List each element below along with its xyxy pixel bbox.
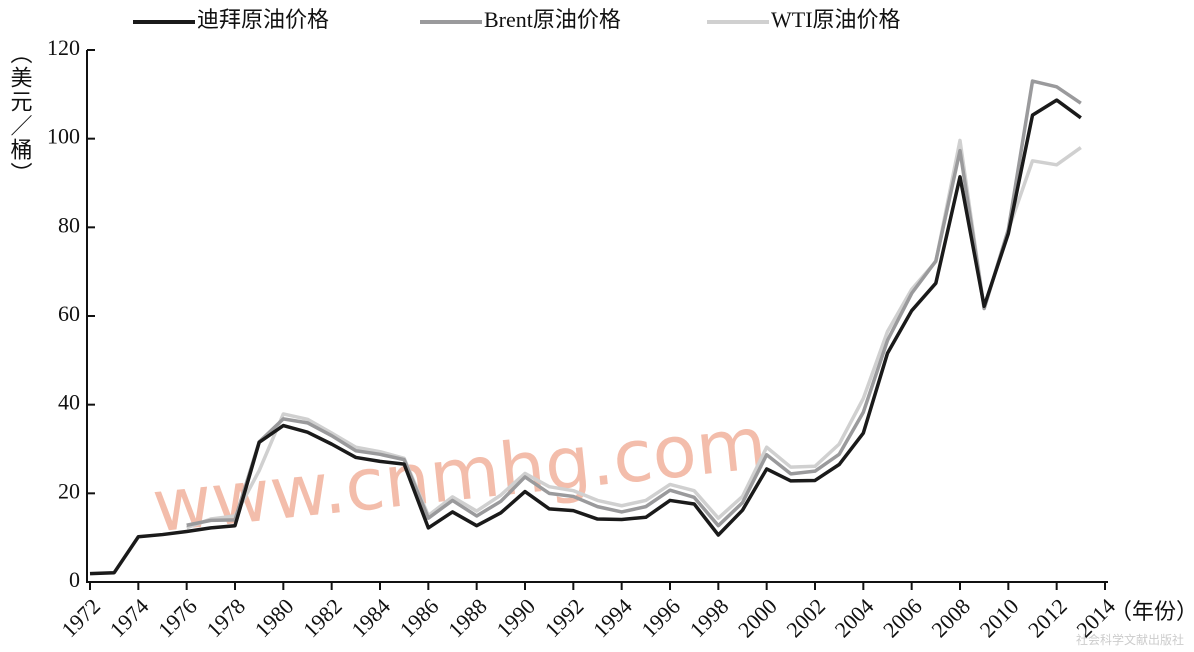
- y-tick-label: 80: [58, 212, 80, 237]
- x-tick-label: 2000: [733, 593, 782, 642]
- series-line: [89, 98, 1082, 576]
- x-tick-label: 1994: [588, 593, 637, 642]
- x-tick-label: 1978: [201, 593, 250, 642]
- x-tick-label: 2006: [878, 593, 927, 642]
- legend-label: WTI原油价格: [771, 7, 901, 32]
- x-tick-label: 2008: [926, 593, 975, 642]
- x-tick-label: 1974: [105, 593, 154, 642]
- x-tick-label: 1986: [395, 593, 444, 642]
- x-tick-label: 1998: [685, 593, 734, 642]
- legend-label: Brent原油价格: [484, 7, 621, 32]
- x-tick-label: 1988: [443, 593, 492, 642]
- x-tick-label: 1982: [298, 593, 347, 642]
- legend-label: 迪拜原油价格: [197, 7, 329, 32]
- y-axis-label: （美元／桶）: [8, 42, 33, 186]
- x-tick-label: 1996: [636, 593, 685, 642]
- x-tick-label: 1984: [346, 593, 395, 642]
- x-tick-label: 1990: [491, 593, 540, 642]
- y-tick-label: 20: [58, 478, 80, 503]
- x-tick-label: 1992: [540, 593, 589, 642]
- x-tick-label: 2002: [781, 593, 830, 642]
- y-tick-label: 0: [69, 567, 80, 592]
- x-tick-label: 2004: [830, 593, 879, 642]
- credit: 社会科学文献出版社: [1076, 632, 1184, 647]
- x-tick-label: 1980: [250, 593, 299, 642]
- x-tick-label: 2012: [1023, 593, 1072, 642]
- x-tick-label: 1972: [56, 593, 105, 642]
- y-tick-label: 120: [47, 35, 80, 60]
- x-tick-label: 2010: [975, 593, 1024, 642]
- x-tick-label: 1976: [153, 593, 202, 642]
- watermark: www.cnmhg.com: [149, 401, 771, 549]
- y-tick-label: 60: [58, 301, 80, 326]
- x-axis-label: （年份）: [1110, 599, 1194, 624]
- series-line: [186, 79, 1082, 528]
- y-tick-label: 100: [47, 124, 80, 149]
- y-tick-label: 40: [58, 390, 80, 415]
